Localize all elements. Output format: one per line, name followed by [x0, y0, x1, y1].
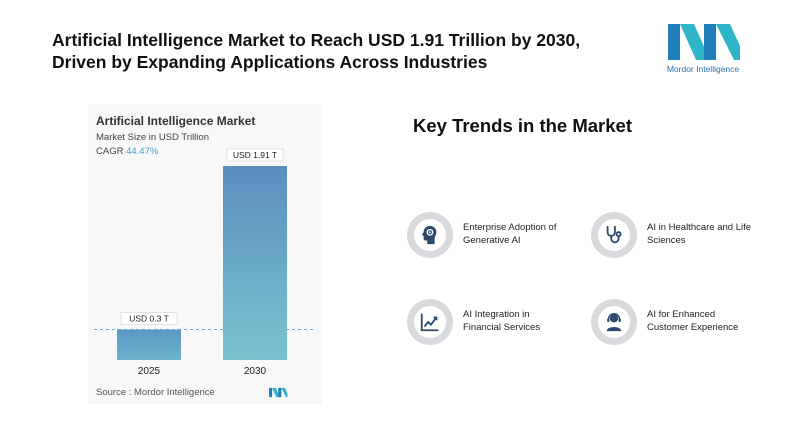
trend-label-line-1: Enterprise Adoption of	[463, 222, 557, 233]
trends-title: Key Trends in the Market	[413, 115, 632, 136]
data-label: USD 1.91 T	[233, 150, 277, 160]
trend-label-line-2: Financial Services	[463, 322, 541, 333]
data-label-box	[226, 148, 284, 162]
trend-icon-circle	[407, 299, 453, 345]
x-tick-label: 2030	[244, 366, 267, 377]
headline: Artificial Intelligence Market to Reach …	[52, 29, 632, 73]
line-chart-icon	[420, 313, 439, 332]
cagr-value: 44.47%	[126, 146, 159, 157]
stethoscope-icon	[606, 225, 622, 244]
trend-icon-circle	[591, 212, 637, 258]
trend-item-healthcare: AI in Healthcare and Life Sciences	[591, 212, 771, 262]
mordor-logo-text: Mordor Intelligence	[666, 64, 740, 74]
mini-logo-icon	[269, 387, 288, 398]
trend-label-line-2: Generative AI	[463, 235, 521, 246]
trend-label-line-1: AI Integration in	[463, 309, 530, 320]
chart-card: USD 0.3 T 2025 USD 1.91 T 2030 Artificial I…	[88, 104, 322, 404]
chart-cagr: CAGR 44.47%	[96, 146, 158, 157]
mordor-logo: Mordor Intelligence	[660, 24, 746, 80]
trend-label: AI Integration in Financial Services	[463, 308, 593, 334]
trend-label-line-1: AI for Enhanced	[647, 309, 716, 320]
data-label: USD 0.3 T	[129, 314, 169, 324]
trend-item-generative-ai: Enterprise Adoption of Generative AI	[407, 212, 587, 262]
trend-item-financial: AI Integration in Financial Services	[407, 299, 587, 349]
ai-head-icon	[421, 225, 437, 245]
cagr-label: CAGR	[96, 146, 124, 157]
chart-title: Artificial Intelligence Market	[96, 114, 256, 128]
trend-label-line-2: Customer Experience	[647, 322, 739, 333]
x-tick-label: 2025	[138, 366, 161, 377]
bar-2025	[117, 329, 181, 360]
market-bar-chart: USD 0.3 T 2025 USD 1.91 T 2030	[94, 148, 314, 377]
bar-2030	[223, 166, 287, 360]
trend-label-line-1: AI in Healthcare and Life	[647, 222, 752, 233]
trend-label: AI for Enhanced Customer Experience	[647, 308, 777, 334]
chart-subtitle: Market Size in USD Trillion	[96, 132, 209, 143]
trend-label: Enterprise Adoption of Generative AI	[463, 221, 593, 247]
mordor-logo-mark-icon	[668, 24, 740, 60]
headline-line-2: Driven by Expanding Applications Across …	[52, 52, 488, 72]
chart-source: Source : Mordor Intelligence	[96, 387, 215, 398]
trend-label: AI in Healthcare and Life Sciences	[647, 221, 777, 247]
headline-line-1: Artificial Intelligence Market to Reach …	[52, 30, 581, 50]
trend-icon-circle	[407, 212, 453, 258]
support-agent-icon	[606, 313, 622, 332]
trend-icon-circle	[591, 299, 637, 345]
data-label-box	[120, 312, 178, 325]
trend-label-line-2: Sciences	[647, 235, 686, 246]
trend-item-customer-experience: AI for Enhanced Customer Experience	[591, 299, 771, 349]
